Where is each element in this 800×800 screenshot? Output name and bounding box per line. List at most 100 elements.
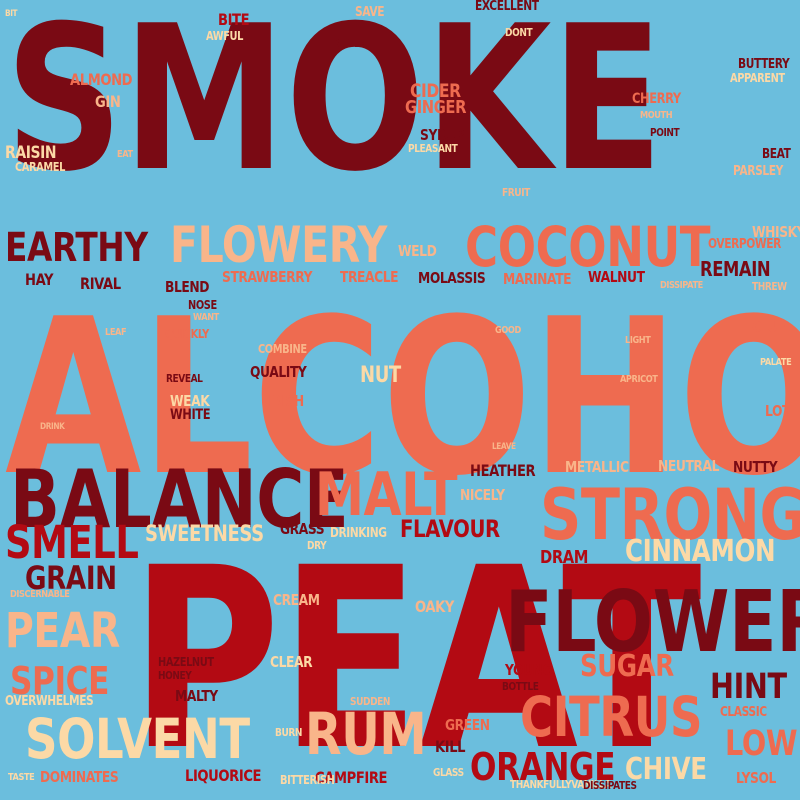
word-malt: MALT <box>315 460 458 530</box>
word-chive: CHIVE <box>625 752 707 787</box>
word-thankfullyvanilla: THANKFULLYVANILLA <box>510 778 612 791</box>
word-drinking: DRINKING <box>330 526 387 541</box>
word-gin: GIN <box>95 92 121 111</box>
word-metallic: METALLIC <box>565 458 629 476</box>
word-light: LIGHT <box>625 335 651 346</box>
word-want: WANT <box>193 312 219 323</box>
word-grain: GRAIN <box>25 559 117 597</box>
word-pear: PEAR <box>5 603 120 659</box>
word-point: POINT <box>650 126 680 139</box>
word-sudden: SUDDEN <box>350 695 391 708</box>
word-coconut: COCONUT <box>465 215 711 279</box>
word-dissipate: DISSIPATE <box>660 280 703 291</box>
word-grass: GRASS <box>280 520 325 538</box>
word-rum: RUM <box>305 700 427 768</box>
word-alcohol: ALCOHOL <box>5 272 800 523</box>
word-bitterish: BITTERISH <box>280 773 335 787</box>
word-whisky: WHISKY <box>752 223 800 241</box>
word-reveal: REVEAL <box>166 372 203 385</box>
word-oaky: OAKY <box>415 597 454 616</box>
word-nut: NUT <box>360 363 401 388</box>
word-awful: AWFUL <box>206 29 243 43</box>
word-save: SAVE <box>355 5 385 20</box>
word-leaf: LEAF <box>105 327 127 338</box>
word-bit: BIT <box>5 9 18 19</box>
word-green: GREEN <box>445 716 490 734</box>
word-discernable: DISCERNABLE <box>10 589 70 600</box>
word-rival: RIVAL <box>80 274 121 293</box>
word-apricot: APRICOT <box>620 374 658 385</box>
word-heather: HEATHER <box>470 461 536 480</box>
word-threw: THREW <box>752 280 787 293</box>
word-flowery: FLOWERY <box>170 216 387 274</box>
word-earthy: EARTHY <box>5 225 148 271</box>
word-nutty: NUTTY <box>733 458 778 476</box>
word-clear: CLEAR <box>270 653 313 671</box>
word-ginger: GINGER <box>405 97 467 118</box>
word-drink: DRINK <box>40 422 65 432</box>
word-white: WHITE <box>170 407 211 423</box>
word-excellent: EXCELLENT <box>475 0 539 14</box>
word-hazelnut: HAZELNUT <box>158 655 214 669</box>
word-flower: FLOWER <box>505 573 800 672</box>
word-campfire: CAMPFIRE <box>315 768 388 787</box>
word-weak: WEAK <box>170 392 210 410</box>
word-cider: CIDER <box>410 80 461 102</box>
word-raisin: RAISIN <box>5 143 57 163</box>
word-irish: IRISH <box>268 392 304 410</box>
word-hay: HAY <box>25 270 54 289</box>
word-overpower: OVERPOWER <box>708 237 781 252</box>
word-lot: LOT <box>765 402 791 420</box>
word-marinate: MARINATE <box>503 270 572 288</box>
word-classic: CLASSIC <box>720 705 767 720</box>
word-neutral: NEUTRAL <box>658 457 720 475</box>
word-bitter: BITTER <box>333 37 367 50</box>
word-balance: BALANCE <box>10 453 349 546</box>
word-sweetness: SWEETNESS <box>145 522 264 547</box>
word-weld: WELD <box>398 242 437 260</box>
word-cream: CREAM <box>273 591 320 609</box>
word-dram: DRAM <box>540 547 589 568</box>
word-palate: PALATE <box>760 357 792 368</box>
word-treacle: TREACLE <box>340 268 399 286</box>
word-dont: DONT <box>505 26 533 39</box>
word-caramel: CARAMEL <box>15 160 65 174</box>
word-glass: GLASS <box>433 766 464 779</box>
word-smoke: SMOKE <box>5 0 663 216</box>
word-remain: REMAIN <box>700 257 771 281</box>
word-peat: PEAT <box>130 514 702 800</box>
word-low: LOW <box>725 724 798 764</box>
word-quickly: QUICKLY <box>165 327 209 341</box>
word-liquorice: LIQUORICE <box>185 766 262 785</box>
word-honey: HONEY <box>158 669 192 682</box>
word-clue: CLUE <box>752 318 786 336</box>
word-spice: SPICE <box>10 659 109 703</box>
word-dominates: DOMINATES <box>40 768 119 786</box>
word-pleasant: PLEASANT <box>408 142 458 155</box>
word-cinnamon: CINNAMON <box>625 534 776 569</box>
word-cherry: CHERRY <box>632 91 681 107</box>
word-flavour: FLAVOUR <box>400 515 500 543</box>
word-molassis: MOLASSIS <box>418 269 486 287</box>
word-orange: ORANGE <box>470 745 616 789</box>
word-walnut: WALNUT <box>588 268 645 286</box>
word-leave: LEAVE <box>492 442 516 452</box>
word-fruit: FRUIT <box>502 186 530 199</box>
word-malty: MALTY <box>175 687 218 705</box>
word-bottle: BOTTLE <box>502 680 539 693</box>
word-overwhelmes: OVERWHELMES <box>5 694 94 709</box>
word-kill: KILL <box>435 737 466 756</box>
word-strong: STRONG <box>540 474 800 556</box>
word-strawberry: STRAWBERRY <box>222 268 313 286</box>
word-burn: BURN <box>275 726 303 739</box>
word-dry: DRY <box>307 539 327 552</box>
word-smell: SMELL <box>5 516 139 569</box>
word-good: GOOD <box>495 325 521 336</box>
word-parsley: PARSLEY <box>733 164 783 179</box>
word-combine: COMBINE <box>258 342 307 356</box>
word-buttery: BUTTERY <box>738 57 790 72</box>
word-hint: HINT <box>710 667 787 707</box>
word-sugar: SUGAR <box>580 649 674 684</box>
word-quality: QUALITY <box>250 363 307 381</box>
